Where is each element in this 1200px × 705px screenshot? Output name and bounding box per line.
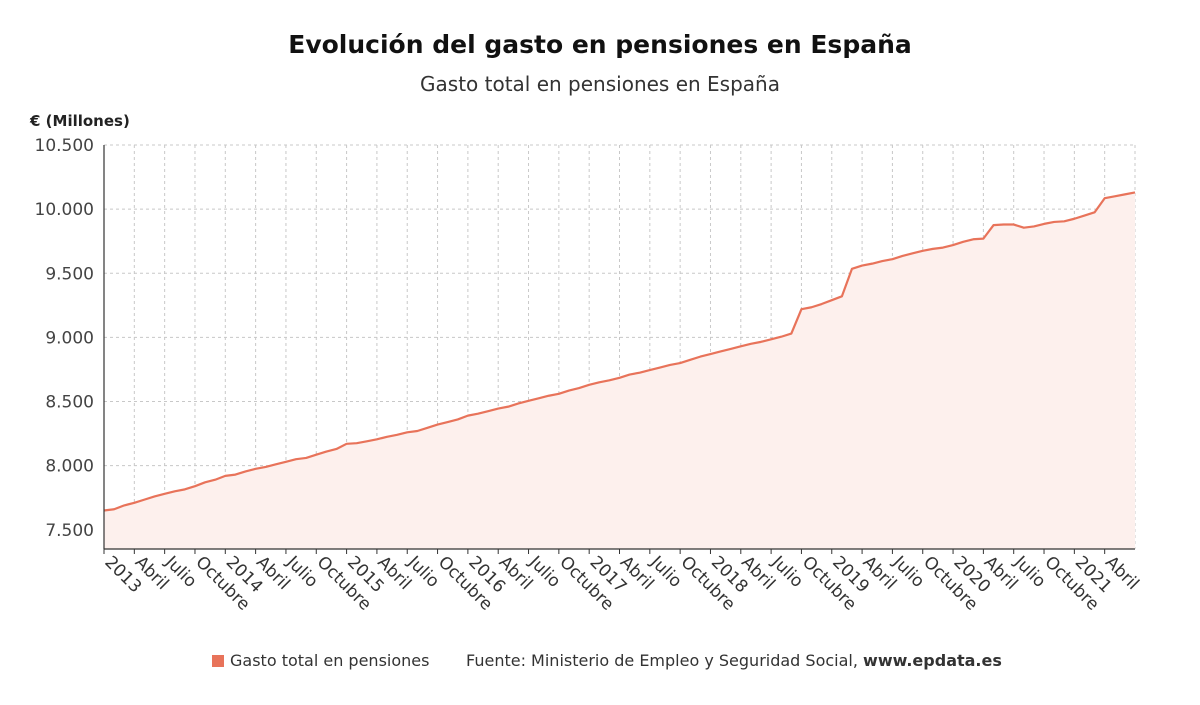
legend: Gasto total en pensiones — [212, 651, 429, 670]
y-tick-label: 10.000 — [35, 200, 94, 220]
legend-label: Gasto total en pensiones — [230, 651, 430, 670]
x-ticks: 2013AbrilJulioOctubre2014AbrilJulioOctub… — [100, 552, 1142, 615]
chart-title: Evolución del gasto en pensiones en Espa… — [288, 30, 912, 59]
legend-swatch — [212, 654, 224, 667]
chart-subtitle: Gasto total en pensiones en España — [420, 72, 780, 96]
series-line — [103, 191, 1136, 512]
source-text: Fuente: Ministerio de Empleo y Seguridad… — [466, 651, 864, 670]
y-tick-label: 10.500 — [35, 136, 94, 156]
y-tick-label: 7.500 — [45, 521, 94, 541]
y-ticks: 7.500 8.000 8.500 9.000 9.500 10.000 10.500 — [35, 136, 94, 541]
area-layer — [103, 191, 1136, 549]
series-area — [104, 192, 1135, 549]
source-note: Fuente: Ministerio de Empleo y Seguridad… — [466, 651, 1002, 670]
y-tick-label: 8.000 — [45, 457, 94, 477]
source-site: www.epdata.es — [863, 651, 1002, 670]
y-tick-label: 9.500 — [45, 264, 94, 284]
y-tick-label: 9.000 — [45, 328, 94, 348]
y-tick-label: 8.500 — [45, 393, 94, 413]
y-axis-label: € (Millones) — [30, 112, 130, 130]
axes — [103, 145, 1135, 554]
line-chart: 7.500 8.000 8.500 9.000 9.500 10.000 10.500 20… — [35, 136, 1143, 615]
